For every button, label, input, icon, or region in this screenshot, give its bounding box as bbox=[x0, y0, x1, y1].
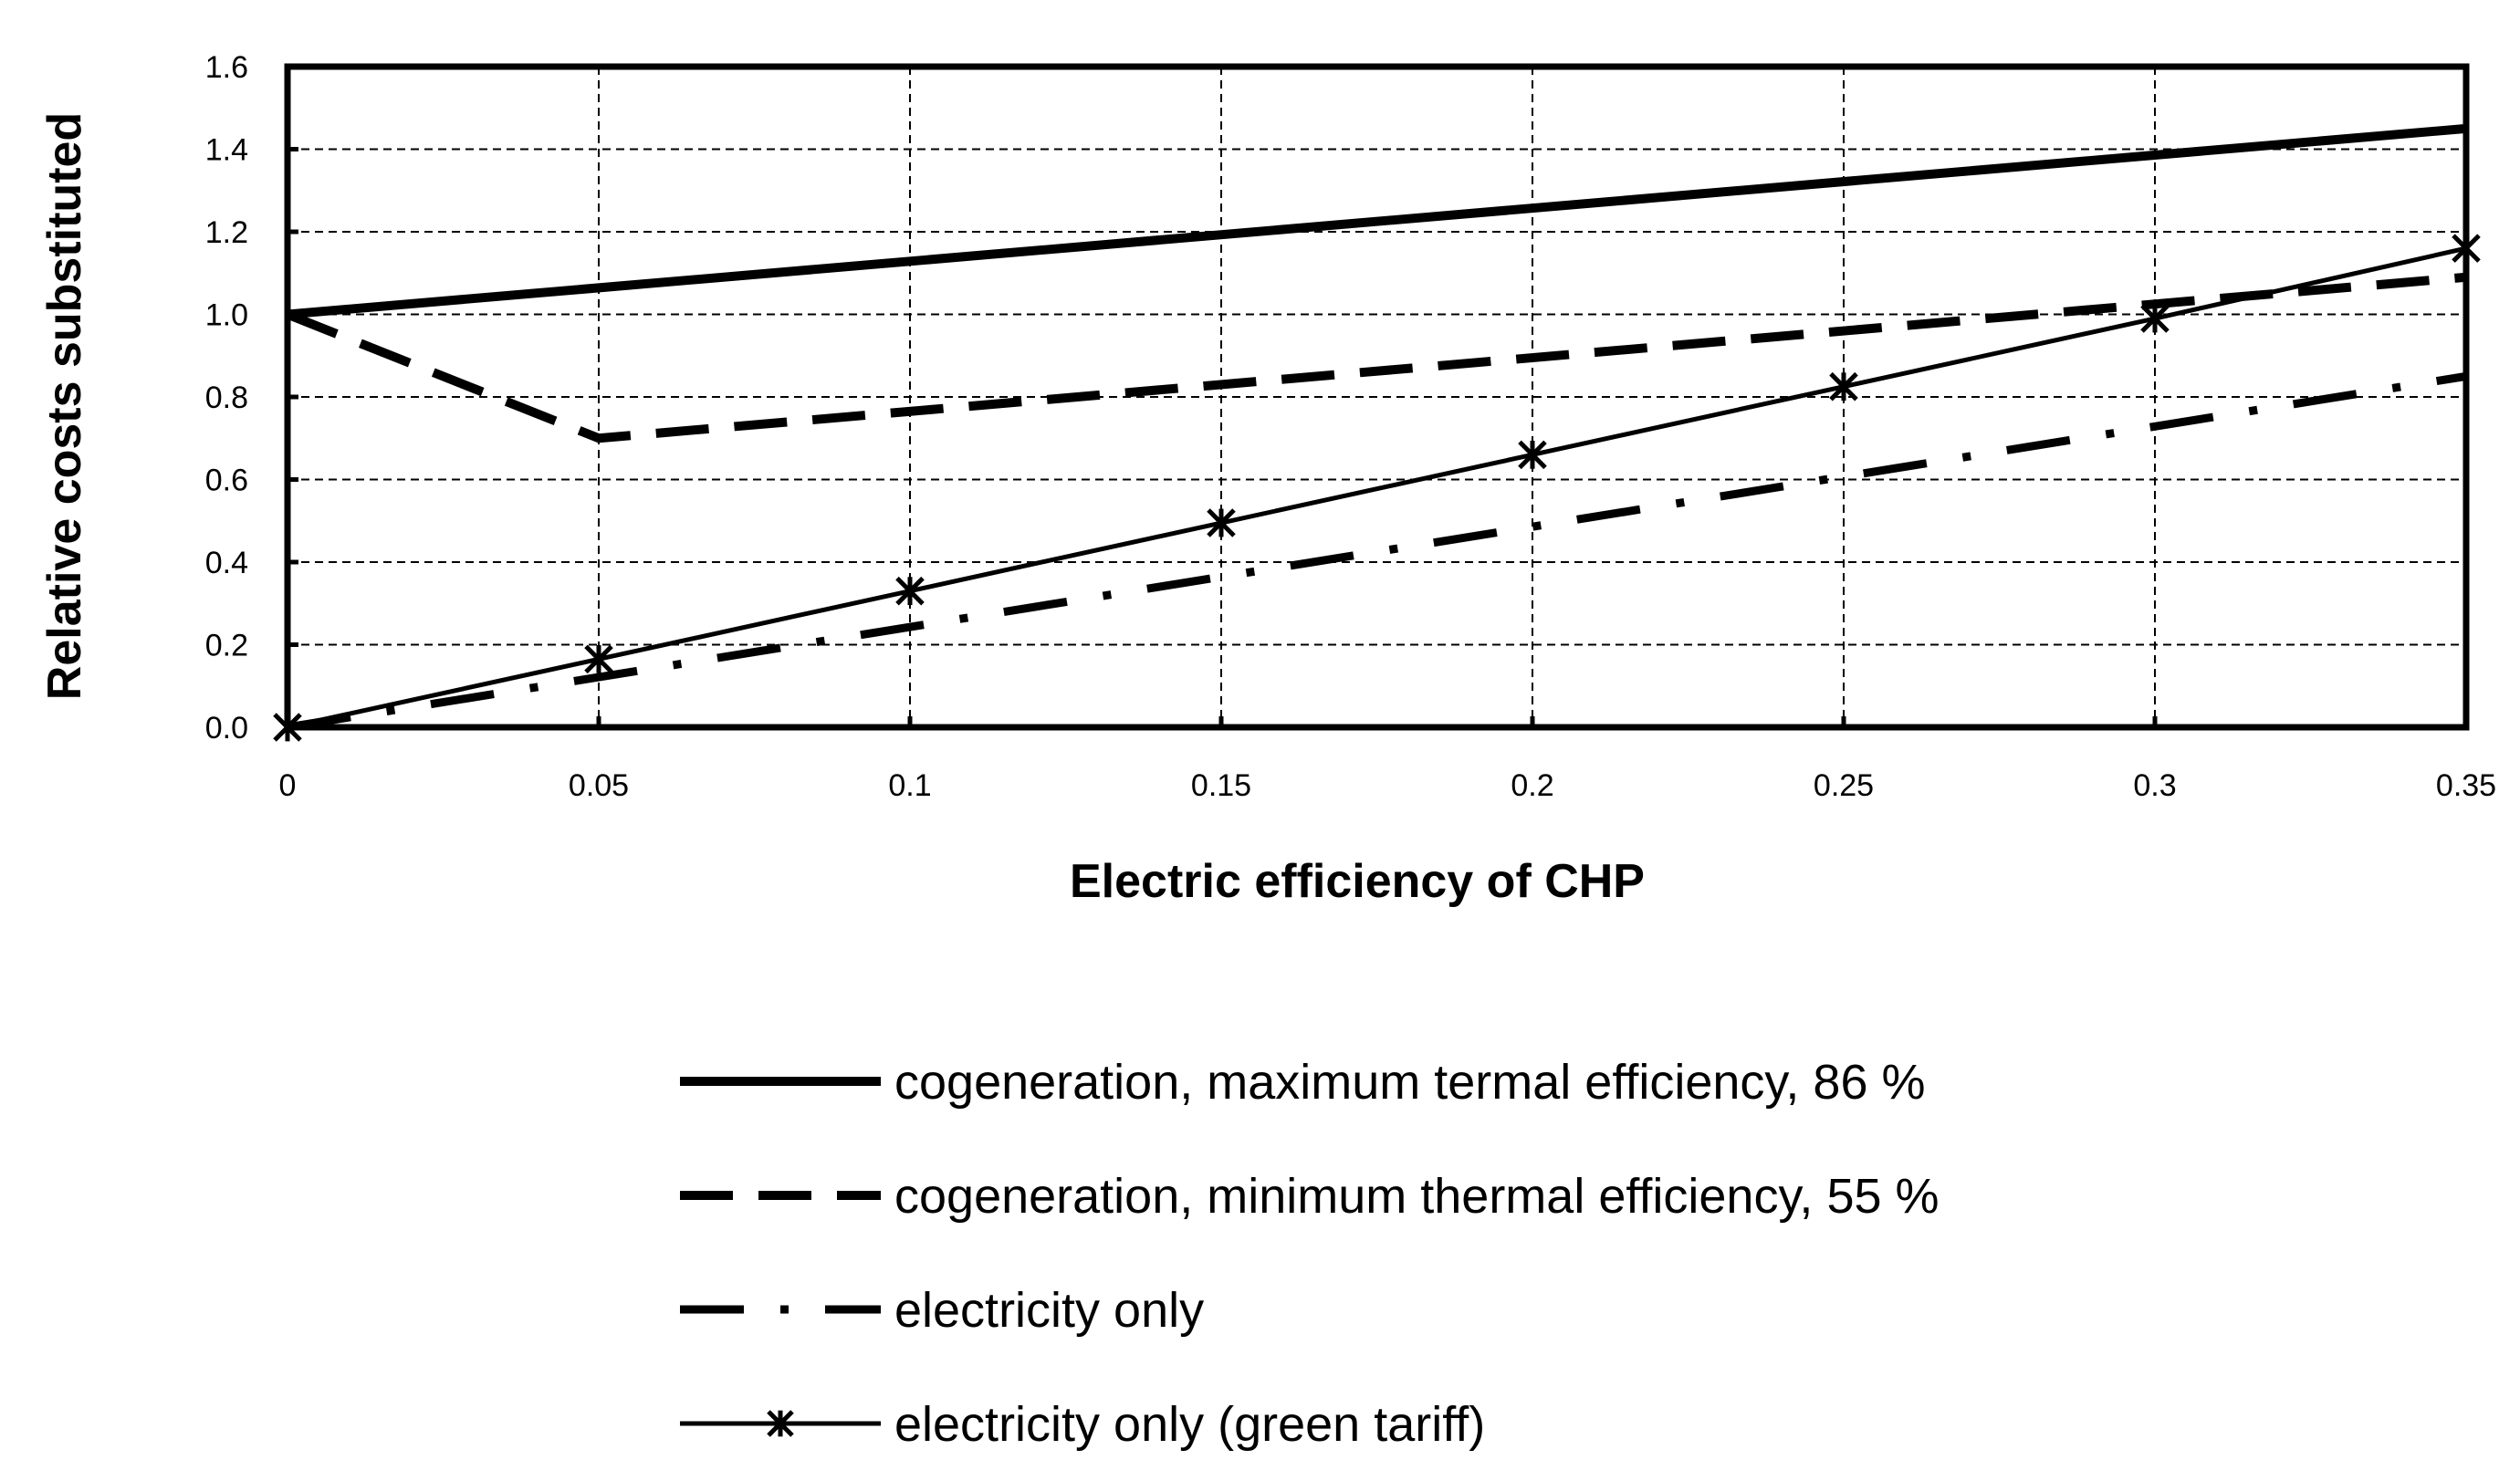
x-axis-title: Electric efficiency of CHP bbox=[1070, 855, 1645, 908]
legend-label: cogeneration, maximum termal efficiency,… bbox=[894, 1055, 1926, 1110]
series-line-4 bbox=[287, 245, 2467, 730]
y-tick-label: 0.6 bbox=[205, 464, 248, 498]
y-tick-label: 0.8 bbox=[205, 381, 248, 415]
series-line-2 bbox=[286, 272, 2467, 443]
legend-label: electricity only bbox=[894, 1283, 1204, 1338]
y-tick-label: 0.4 bbox=[205, 546, 248, 580]
data-point-marker bbox=[584, 644, 613, 674]
data-point-marker bbox=[1829, 371, 1858, 402]
legend-label: electricity only (green tariff) bbox=[894, 1397, 1485, 1452]
y-tick-label: 1.2 bbox=[205, 215, 248, 250]
x-tick-label: 0.35 bbox=[2436, 768, 2496, 803]
legend-marker bbox=[767, 1410, 794, 1437]
data-point-marker bbox=[1518, 440, 1547, 470]
y-tick-label: 0.0 bbox=[205, 711, 248, 746]
series-line-3 bbox=[287, 371, 2467, 732]
data-point-marker bbox=[1207, 508, 1236, 537]
x-tick-label: 0.15 bbox=[1191, 768, 1251, 803]
gridlines bbox=[288, 67, 2466, 727]
x-tick-label: 0 bbox=[279, 768, 297, 803]
y-tick-label: 0.2 bbox=[205, 629, 248, 663]
legend-label: cogeneration, minimum thermal efficiency… bbox=[894, 1169, 1940, 1224]
legend-item: cogeneration, minimum thermal efficiency… bbox=[680, 1169, 1940, 1224]
tick-labels: 0 0.05 0.1 0.15 0.2 0.25 0.3 0.35 0.0 0.2 0.4 0.6 0.… bbox=[205, 50, 2496, 803]
x-tick-label: 0.05 bbox=[569, 768, 629, 803]
data-point-marker bbox=[895, 576, 925, 606]
legend-item: electricity only bbox=[680, 1283, 1204, 1338]
x-tick-label: 0.2 bbox=[1511, 768, 1553, 803]
series-layer bbox=[273, 123, 2481, 742]
legend-item: electricity only (green tariff) bbox=[680, 1397, 1485, 1452]
y-tick-label: 1.4 bbox=[205, 133, 248, 168]
x-tick-label: 0.1 bbox=[888, 768, 931, 803]
x-tick-label: 0.25 bbox=[1814, 768, 1874, 803]
series-line-1 bbox=[287, 123, 2467, 319]
x-tick-label: 0.3 bbox=[2133, 768, 2176, 803]
legend-item: cogeneration, maximum termal efficiency,… bbox=[680, 1055, 1926, 1110]
y-tick-label: 1.6 bbox=[205, 50, 248, 85]
legend: cogeneration, maximum termal efficiency,… bbox=[680, 1055, 1940, 1452]
y-tick-label: 1.0 bbox=[205, 298, 248, 333]
y-axis-title: Relative costs substituted bbox=[38, 112, 91, 700]
data-point-marker bbox=[2140, 304, 2170, 333]
